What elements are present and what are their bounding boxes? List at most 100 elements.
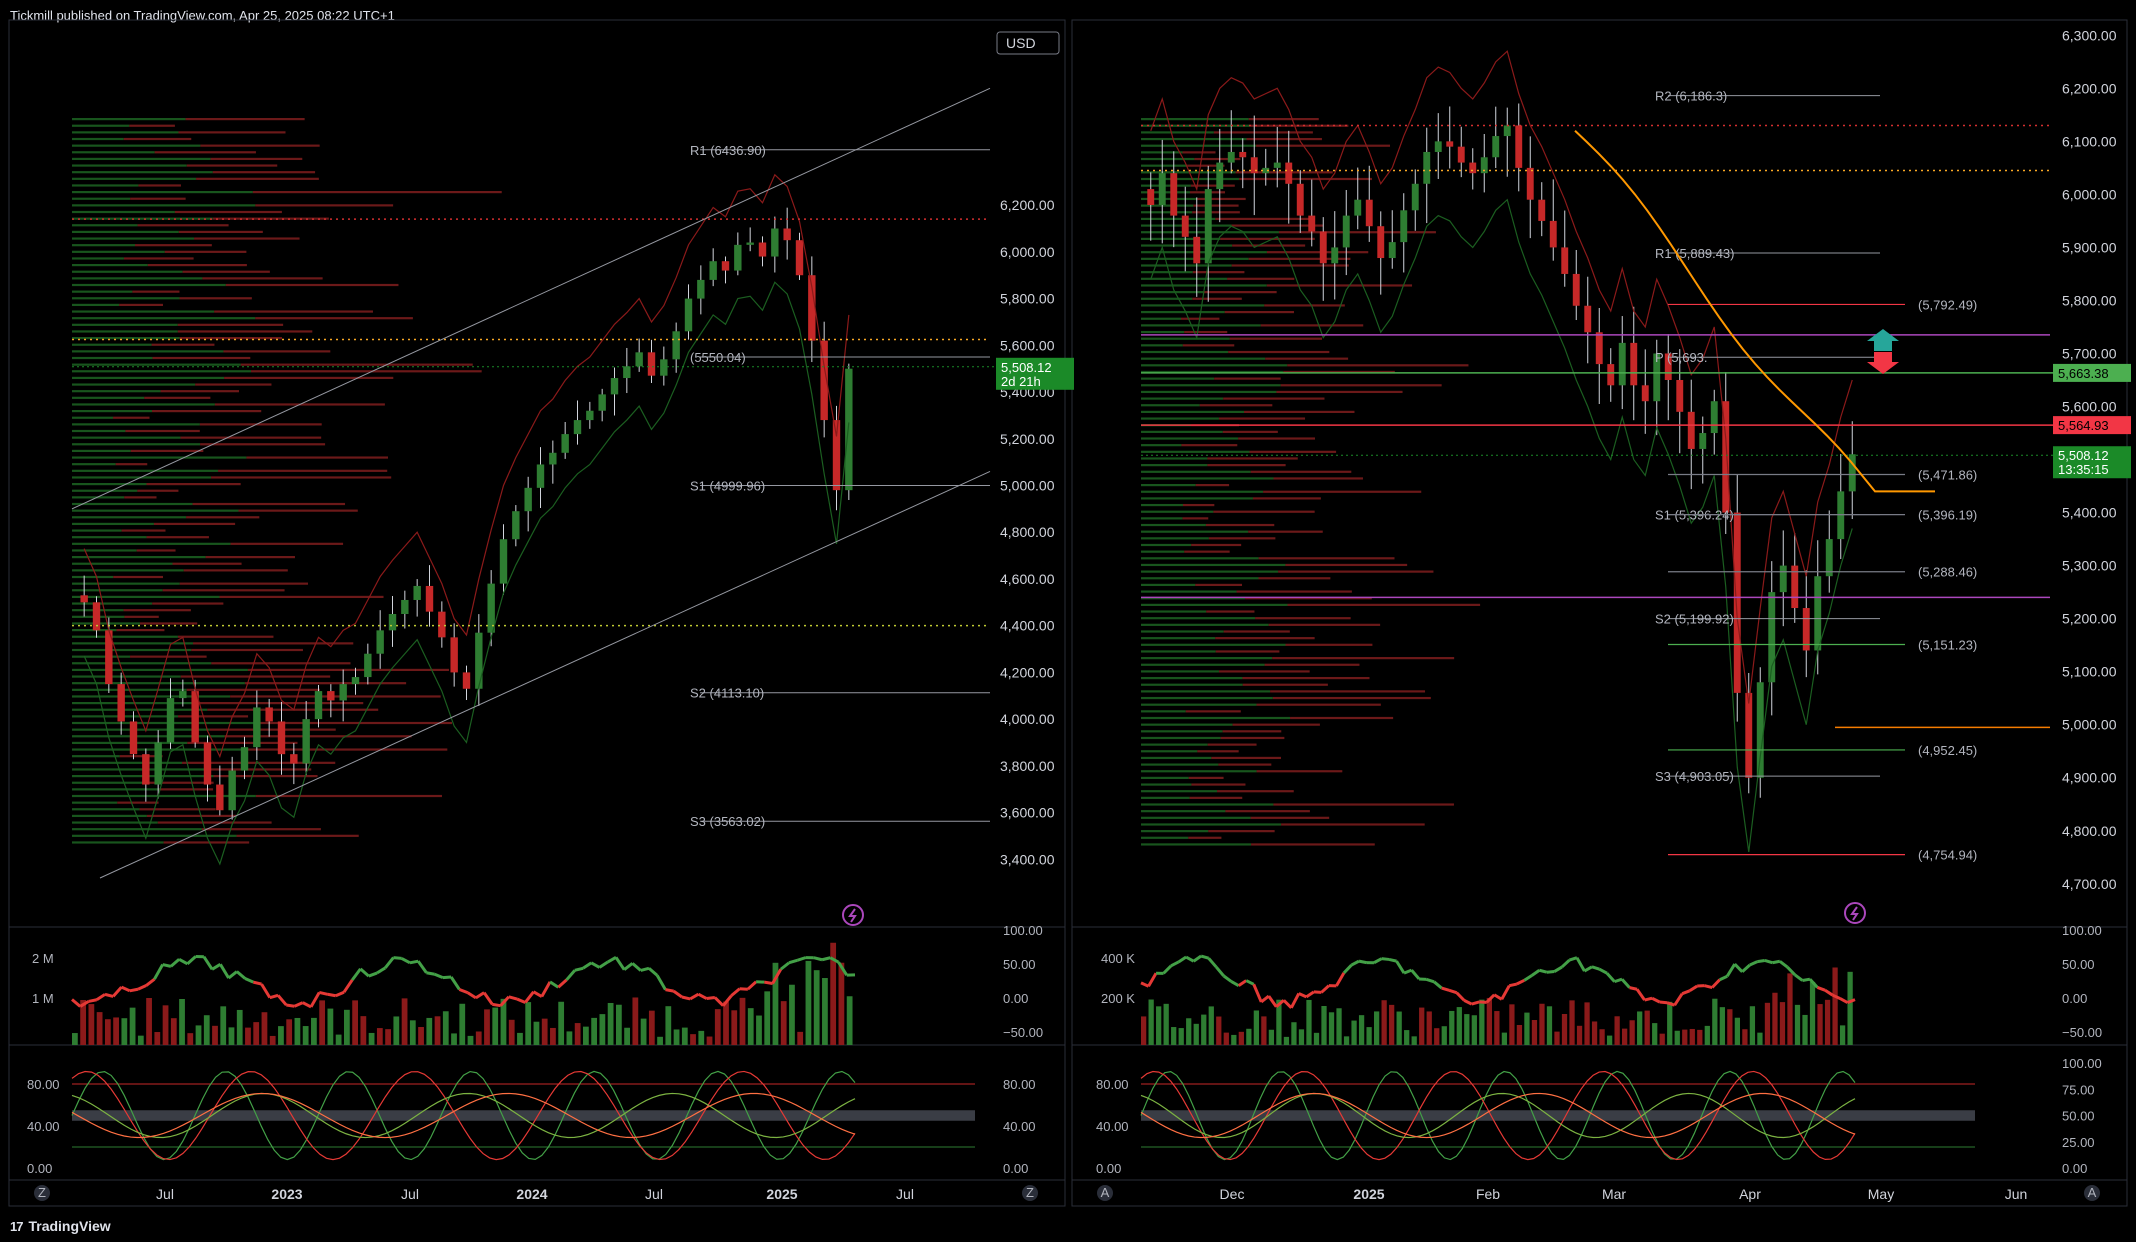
auto-scale-button[interactable] [2084, 1185, 2100, 1201]
volume-profile-bar [1213, 131, 1313, 134]
oscillator-segment [211, 963, 222, 971]
volume-profile-bar [1141, 843, 1252, 846]
volume-bar [170, 1018, 177, 1045]
volume-bar [838, 962, 845, 1045]
stochastic-line [71, 1070, 856, 1161]
candle-body [277, 721, 286, 755]
volume-profile-bar [154, 151, 256, 154]
oscillator-segment [1192, 954, 1202, 963]
volume-profile-bar [72, 502, 193, 506]
volume-bar [195, 1025, 202, 1045]
volume-profile-bar [153, 522, 236, 526]
candle-body [1273, 162, 1281, 168]
volume-profile-bar [1141, 164, 1188, 167]
volume-profile-bar [160, 390, 239, 393]
volume-profile-bar [1191, 543, 1242, 547]
volume-bar [1441, 1026, 1447, 1045]
volume-bar [1178, 1028, 1184, 1045]
volume-profile-bar [1197, 197, 1246, 201]
oscillator-segment [1583, 965, 1593, 973]
oscillator-segment [1433, 980, 1443, 990]
volume-profile-bar [1265, 357, 1349, 360]
volume-bar [846, 996, 853, 1045]
oscillator-segment [1591, 965, 1600, 971]
volume-profile-bar [1217, 790, 1294, 793]
volume-profile-bar [72, 489, 138, 492]
footer[interactable]: 17 TradingView [10, 1218, 111, 1234]
volume-profile-bar [1141, 277, 1228, 280]
volume-bar [591, 1017, 598, 1045]
volume-bar [615, 1004, 622, 1045]
volume-profile-bar [72, 841, 164, 844]
volume-profile-bar [1141, 304, 1265, 307]
volume-bar [1629, 1020, 1635, 1045]
oscillator-segment [532, 990, 543, 998]
volume-profile-bar [137, 489, 179, 492]
volume-profile-bar [1141, 743, 1208, 746]
candle-body [1239, 151, 1247, 158]
volume-profile-bar [225, 283, 399, 287]
volume-profile-bar [1250, 816, 1330, 819]
moving-average-line [1574, 130, 1935, 493]
volume-bar [1501, 1032, 1508, 1045]
volume-profile-bar [125, 429, 200, 433]
volume-profile-bar [72, 761, 183, 764]
candle-body [228, 770, 236, 811]
volume-bar [550, 1027, 556, 1045]
candle-body [1607, 364, 1615, 386]
volume-profile-bar [72, 423, 200, 426]
volume-profile-bar [72, 363, 241, 366]
volume-profile-bar [200, 443, 326, 446]
volume-bar [1524, 1012, 1530, 1045]
volume-bar [1802, 1014, 1808, 1045]
volume-profile-bar [72, 244, 136, 247]
volume-bar [1351, 1020, 1357, 1045]
volume-bar [311, 1017, 317, 1045]
volume-profile-bar [230, 695, 441, 698]
oscillator-segment [1485, 993, 1496, 1004]
volume-profile-bar [177, 330, 313, 333]
oscillator-segment [1373, 957, 1383, 965]
oscillator-segment [95, 993, 106, 1002]
stoch-left-label: 80.00 [1096, 1077, 1129, 1092]
oscillator-segment [1793, 973, 1804, 982]
zoom-toggle-button[interactable] [34, 1185, 50, 1201]
volume-bar [541, 1018, 548, 1045]
oscillator-segment [449, 976, 461, 991]
volume-profile-bar [191, 648, 303, 652]
volume-bar [1426, 1011, 1432, 1045]
zoom-toggle-button[interactable] [1022, 1185, 1038, 1201]
volume-profile-bar [152, 602, 224, 605]
volume-bar [1584, 1002, 1590, 1045]
volume-profile-bar [1141, 490, 1264, 493]
auto-scale-button[interactable] [1097, 1185, 1113, 1201]
volume-profile-bar [186, 164, 278, 167]
volume-profile-bar [1190, 184, 1235, 187]
volume-profile-bar [192, 502, 346, 506]
volume-profile-bar [1141, 337, 1230, 340]
oscillator-segment [574, 966, 584, 972]
stochastic-line [71, 1092, 856, 1139]
volume-profile-bar [1255, 144, 1391, 147]
volume-profile-bar [116, 629, 165, 632]
volume-profile-bar [219, 595, 384, 599]
volume-profile-bar [72, 337, 180, 340]
volume-bar [1358, 1015, 1365, 1045]
candle-body [1227, 151, 1235, 163]
volume-profile-bar [1250, 470, 1352, 473]
volume-profile-bar [72, 403, 215, 406]
last-price-tag [996, 357, 1074, 390]
volume-profile-bar [246, 456, 389, 459]
volume-bar [822, 978, 828, 1045]
candle-body [1618, 342, 1626, 386]
volume-profile-bar [72, 144, 201, 147]
volume-profile-bar [186, 688, 320, 691]
volume-bar [137, 1035, 144, 1045]
candle-body [635, 352, 643, 367]
stoch-right-label: 50.00 [2062, 1109, 2095, 1124]
oscillator-segment [1568, 956, 1578, 962]
volume-bar [401, 998, 408, 1045]
volume-profile-bar [210, 157, 303, 161]
oscillator-segment [286, 1003, 295, 1008]
volume-profile-bar [139, 622, 198, 625]
